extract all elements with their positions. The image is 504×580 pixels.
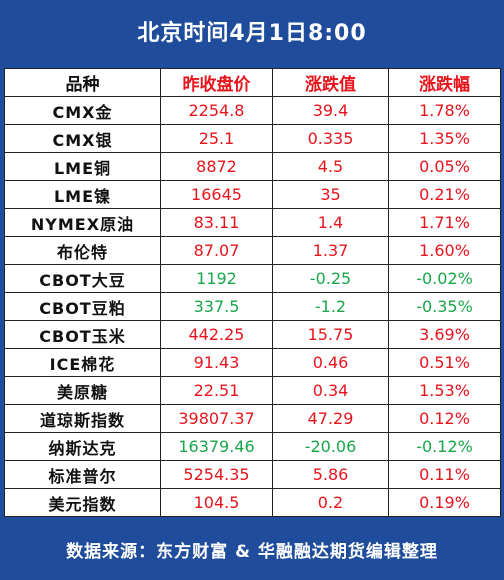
commodity-name: CBOT玉米: [4, 320, 161, 349]
cell-value: 22.51: [160, 376, 273, 405]
data-row: CBOT玉米 442.25 15.75 3.69%: [4, 320, 501, 349]
cell-value: 16645: [160, 180, 273, 209]
cell-value: 1.71%: [388, 208, 501, 237]
data-row: 美元指数 104.5 0.2 0.19%: [4, 488, 501, 517]
cell-value: 104.5: [160, 488, 273, 517]
cell-value: 1.4: [272, 208, 389, 237]
data-row: CBOT大豆 1192 -0.25 -0.02%: [4, 264, 501, 293]
cell-value: 15.75: [272, 320, 389, 349]
column-header: 昨收盘价: [160, 68, 273, 97]
cell-value: 16379.46: [160, 432, 273, 461]
commodity-name: 标准普尔: [4, 460, 161, 489]
data-row: CMX银 25.1 0.335 1.35%: [4, 124, 501, 153]
data-row: 美原糖 22.51 0.34 1.53%: [4, 376, 501, 405]
cell-value: -1.2: [272, 292, 389, 321]
footer: 数据来源：东方财富 & 华融融达期货编辑整理: [66, 542, 438, 562]
cell-value: 3.69%: [388, 320, 501, 349]
cell-value: 87.07: [160, 236, 273, 265]
cell-value: 39807.37: [160, 404, 273, 433]
commodity-name: LME镍: [4, 180, 161, 209]
commodity-name: 布伦特: [4, 236, 161, 265]
cell-value: 0.46: [272, 348, 389, 377]
data-row: 布伦特 87.07 1.37 1.60%: [4, 236, 501, 265]
column-header: 涨跌幅: [388, 68, 501, 97]
data-row: 纳斯达克 16379.46 -20.06 -0.12%: [4, 432, 501, 461]
cell-value: 0.34: [272, 376, 389, 405]
cell-value: 91.43: [160, 348, 273, 377]
data-row: ICE棉花 91.43 0.46 0.51%: [4, 348, 501, 377]
cell-value: 0.11%: [388, 460, 501, 489]
cell-value: 0.12%: [388, 404, 501, 433]
cell-value: 1.60%: [388, 236, 501, 265]
cell-value: 337.5: [160, 292, 273, 321]
commodity-name: LME铜: [4, 152, 161, 181]
commodity-name: 美元指数: [4, 488, 161, 517]
cell-value: 83.11: [160, 208, 273, 237]
data-row: NYMEX原油 83.11 1.4 1.71%: [4, 208, 501, 237]
cell-value: -0.12%: [388, 432, 501, 461]
data-row: 道琼斯指数 39807.37 47.29 0.12%: [4, 404, 501, 433]
cell-value: 0.21%: [388, 180, 501, 209]
cell-value: 8872: [160, 152, 273, 181]
data-row: LME镍 16645 35 0.21%: [4, 180, 501, 209]
cell-value: 1.53%: [388, 376, 501, 405]
cell-value: 5.86: [272, 460, 389, 489]
cell-value: 2254.8: [160, 96, 273, 125]
cell-value: 1.78%: [388, 96, 501, 125]
title: 北京时间4月1日8:00: [137, 21, 367, 46]
data-row: CBOT豆粕 337.5 -1.2 -0.35%: [4, 292, 501, 321]
cell-value: 1.37: [272, 236, 389, 265]
cell-value: -0.02%: [388, 264, 501, 293]
cell-value: 0.2: [272, 488, 389, 517]
data-row: 标准普尔 5254.35 5.86 0.11%: [4, 460, 501, 489]
commodity-name: CMX金: [4, 96, 161, 125]
cell-value: -0.25: [272, 264, 389, 293]
commodity-name: 美原糖: [4, 376, 161, 405]
cell-value: -20.06: [272, 432, 389, 461]
cell-value: 0.335: [272, 124, 389, 153]
column-header: 涨跌值: [272, 68, 389, 97]
cell-value: 1.35%: [388, 124, 501, 153]
data-row: LME铜 8872 4.5 0.05%: [4, 152, 501, 181]
cell-value: 39.4: [272, 96, 389, 125]
cell-value: 0.19%: [388, 488, 501, 517]
cell-value: 0.05%: [388, 152, 501, 181]
cell-value: 4.5: [272, 152, 389, 181]
commodity-name: CBOT豆粕: [4, 292, 161, 321]
cell-value: 1192: [160, 264, 273, 293]
cell-value: 442.25: [160, 320, 273, 349]
price-table: 品种 昨收盘价 涨跌值 涨跌幅 CMX金 2254.8 39.4 1.78% CMX银 25.1 0…: [4, 68, 501, 517]
cell-value: 47.29: [272, 404, 389, 433]
commodity-name: NYMEX原油: [4, 208, 161, 237]
cell-value: 0.51%: [388, 348, 501, 377]
commodity-name: CMX银: [4, 124, 161, 153]
cell-value: 25.1: [160, 124, 273, 153]
commodity-name: 道琼斯指数: [4, 404, 161, 433]
commodity-name: ICE棉花: [4, 348, 161, 377]
commodity-name: CBOT大豆: [4, 264, 161, 293]
cell-value: 5254.35: [160, 460, 273, 489]
cell-value: -0.35%: [388, 292, 501, 321]
column-header: 品种: [4, 68, 161, 97]
commodity-name: 纳斯达克: [4, 432, 161, 461]
cell-value: 35: [272, 180, 389, 209]
header-row: 品种 昨收盘价 涨跌值 涨跌幅: [4, 68, 501, 97]
data-row: CMX金 2254.8 39.4 1.78%: [4, 96, 501, 125]
